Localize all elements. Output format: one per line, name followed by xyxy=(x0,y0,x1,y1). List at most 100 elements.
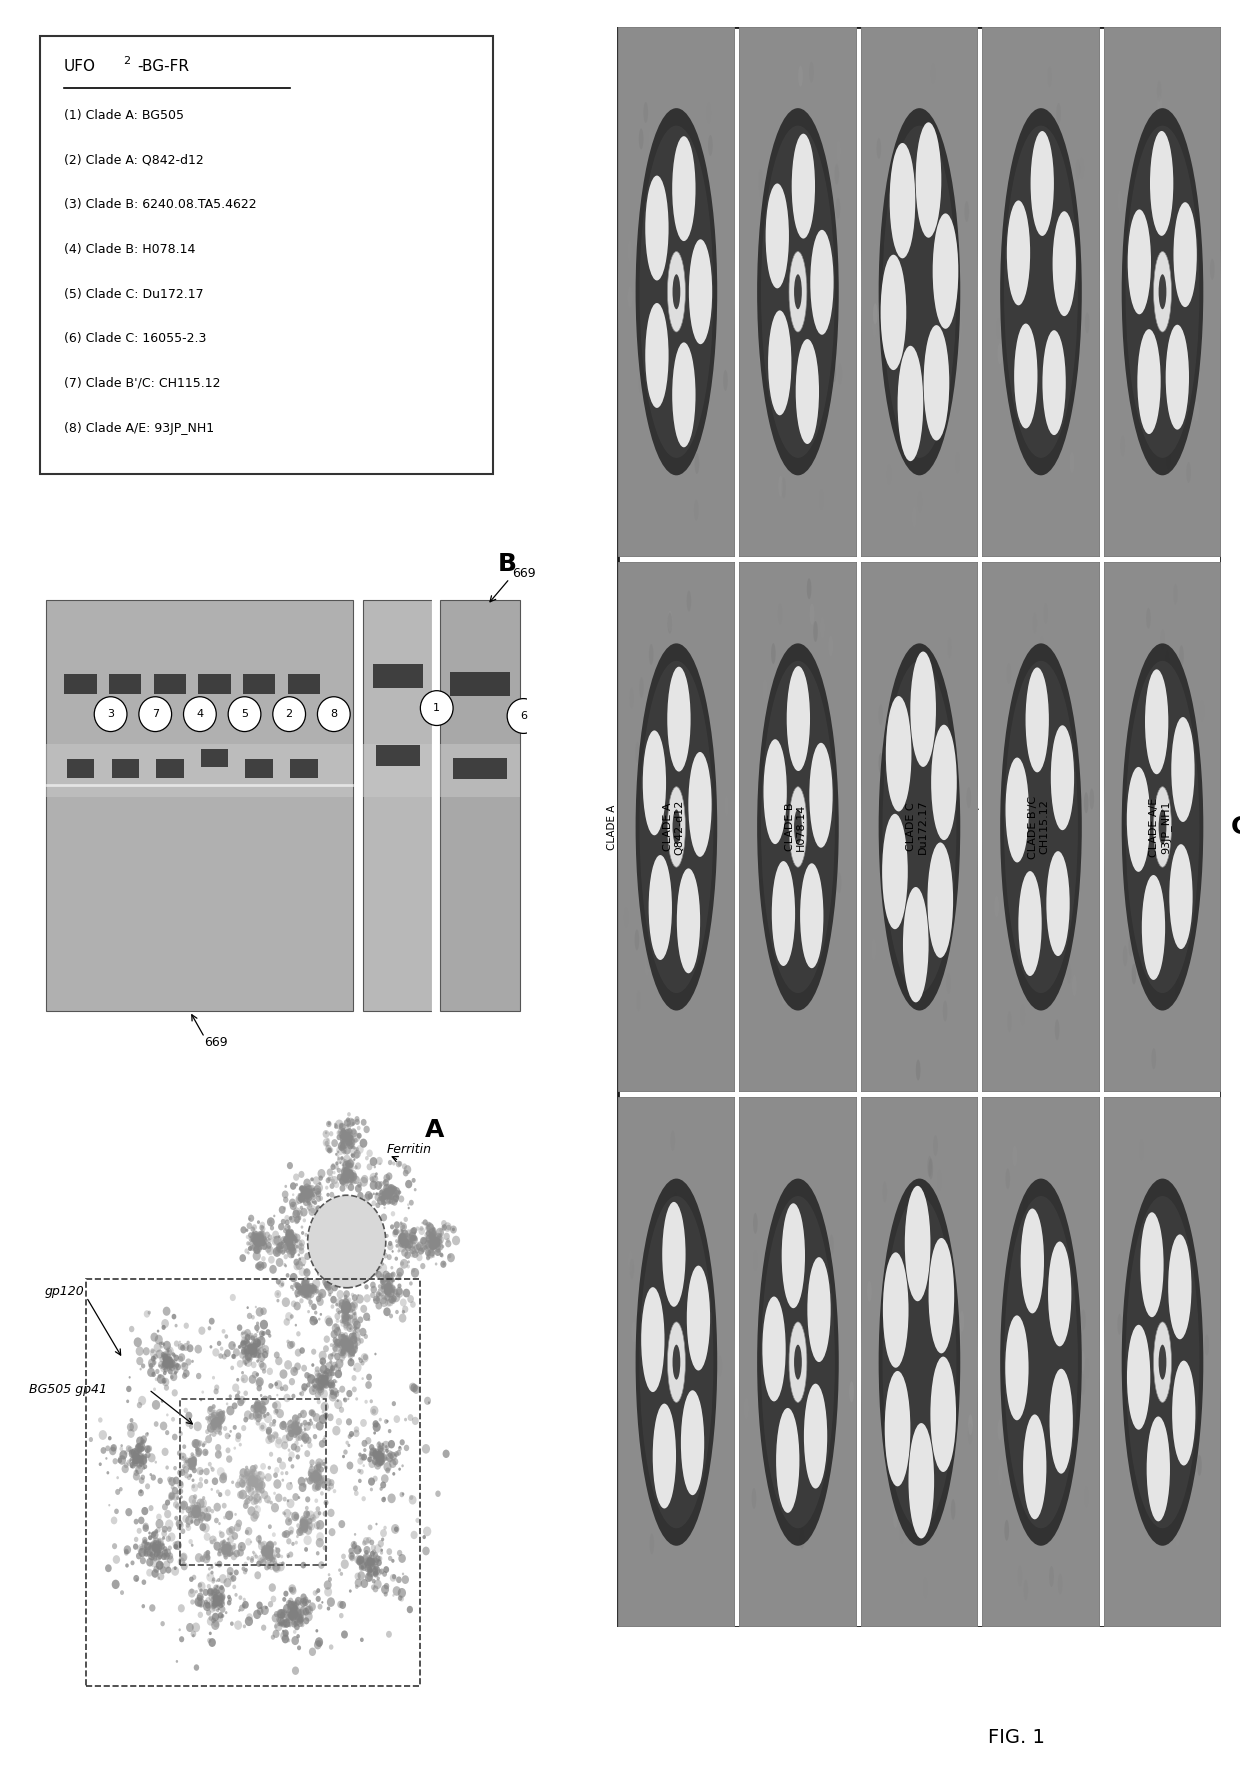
Circle shape xyxy=(192,1461,195,1463)
Circle shape xyxy=(153,1541,160,1548)
Circle shape xyxy=(405,1239,407,1241)
Circle shape xyxy=(305,1232,308,1237)
Circle shape xyxy=(208,1416,212,1420)
Circle shape xyxy=(340,1157,343,1160)
Circle shape xyxy=(341,1631,348,1638)
Circle shape xyxy=(226,1511,233,1520)
Circle shape xyxy=(300,1225,304,1228)
Circle shape xyxy=(341,1169,347,1175)
Circle shape xyxy=(1158,274,1167,309)
Circle shape xyxy=(280,1611,286,1616)
Circle shape xyxy=(322,1438,326,1443)
Circle shape xyxy=(345,1134,348,1139)
Circle shape xyxy=(205,1507,208,1513)
Circle shape xyxy=(136,1552,141,1559)
Circle shape xyxy=(257,1230,264,1239)
Circle shape xyxy=(253,1477,258,1482)
Circle shape xyxy=(342,1164,345,1166)
FancyBboxPatch shape xyxy=(618,561,735,1092)
Circle shape xyxy=(392,1189,397,1194)
Circle shape xyxy=(250,1346,255,1352)
Circle shape xyxy=(169,1495,174,1502)
Circle shape xyxy=(1045,375,1050,395)
Circle shape xyxy=(739,29,857,554)
Circle shape xyxy=(425,1230,432,1237)
Circle shape xyxy=(348,1135,352,1139)
Circle shape xyxy=(259,1421,267,1432)
Circle shape xyxy=(200,1514,202,1516)
Circle shape xyxy=(386,1191,389,1196)
Circle shape xyxy=(388,1177,389,1180)
Circle shape xyxy=(384,1287,388,1291)
Circle shape xyxy=(265,1550,272,1559)
Circle shape xyxy=(1169,915,1174,937)
Circle shape xyxy=(343,1307,348,1312)
Circle shape xyxy=(348,1348,356,1355)
Circle shape xyxy=(299,1529,305,1536)
Circle shape xyxy=(188,1468,190,1470)
Circle shape xyxy=(341,1173,350,1184)
Circle shape xyxy=(259,1362,267,1371)
Circle shape xyxy=(879,1178,960,1547)
Circle shape xyxy=(135,1470,138,1473)
Circle shape xyxy=(208,1405,213,1413)
Circle shape xyxy=(372,1563,376,1568)
Circle shape xyxy=(315,1475,319,1479)
Circle shape xyxy=(341,1311,348,1320)
Circle shape xyxy=(200,1588,203,1593)
Circle shape xyxy=(155,1547,159,1550)
Circle shape xyxy=(161,1400,164,1404)
Circle shape xyxy=(345,1162,348,1166)
Circle shape xyxy=(300,1518,305,1525)
Circle shape xyxy=(233,1446,236,1450)
Circle shape xyxy=(222,1545,227,1550)
Circle shape xyxy=(388,1241,392,1246)
Circle shape xyxy=(131,1452,136,1457)
Circle shape xyxy=(666,837,671,858)
Circle shape xyxy=(165,1359,171,1364)
Circle shape xyxy=(303,1193,310,1202)
Circle shape xyxy=(315,1459,324,1468)
Circle shape xyxy=(384,1287,389,1293)
Circle shape xyxy=(215,1518,218,1523)
Circle shape xyxy=(134,1457,135,1459)
Circle shape xyxy=(929,1237,955,1354)
Circle shape xyxy=(244,1341,248,1345)
Circle shape xyxy=(185,1516,193,1525)
Circle shape xyxy=(879,107,960,476)
Circle shape xyxy=(361,1563,367,1572)
Circle shape xyxy=(398,1237,405,1246)
Circle shape xyxy=(294,1302,301,1311)
Circle shape xyxy=(145,1547,150,1552)
Circle shape xyxy=(263,1545,270,1554)
Circle shape xyxy=(822,163,826,184)
Circle shape xyxy=(290,1236,295,1241)
Circle shape xyxy=(300,1193,305,1198)
Circle shape xyxy=(350,1552,355,1557)
Circle shape xyxy=(1006,218,1011,238)
Circle shape xyxy=(343,1311,346,1314)
Circle shape xyxy=(250,1556,254,1561)
Circle shape xyxy=(365,1400,368,1404)
Circle shape xyxy=(341,1307,346,1312)
Circle shape xyxy=(167,1359,176,1368)
Circle shape xyxy=(149,1552,155,1561)
Circle shape xyxy=(192,1461,196,1464)
Circle shape xyxy=(149,1541,156,1550)
Circle shape xyxy=(157,1550,160,1554)
Circle shape xyxy=(403,1289,410,1298)
Circle shape xyxy=(290,1234,295,1239)
Circle shape xyxy=(374,1459,382,1466)
Circle shape xyxy=(645,1373,650,1395)
Circle shape xyxy=(213,1423,215,1425)
Circle shape xyxy=(346,1137,348,1139)
Circle shape xyxy=(254,1484,263,1493)
Circle shape xyxy=(250,1314,254,1320)
Circle shape xyxy=(701,218,706,238)
Circle shape xyxy=(198,1582,202,1588)
Circle shape xyxy=(217,1341,221,1346)
Circle shape xyxy=(252,1237,260,1246)
Circle shape xyxy=(391,1278,394,1282)
FancyBboxPatch shape xyxy=(201,749,228,767)
Circle shape xyxy=(1153,787,1172,867)
